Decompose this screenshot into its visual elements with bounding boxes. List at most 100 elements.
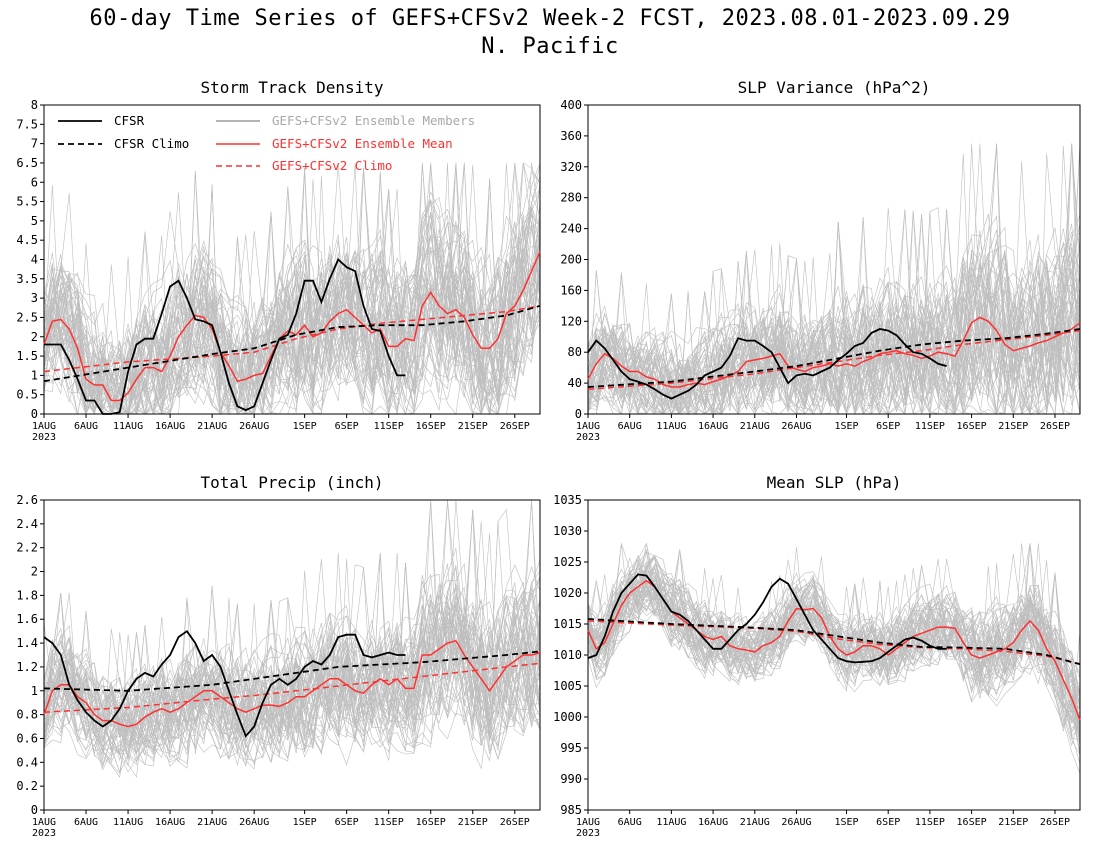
y-tick-label: 120 [560, 314, 582, 328]
x-tick-label: 16AUG [698, 817, 728, 828]
x-tick-label: 16AUG [155, 817, 185, 828]
ensemble-member-line [587, 209, 1081, 415]
x-tick-label: 11SEP [915, 421, 945, 432]
x-tick-label: 11SEP [374, 421, 404, 432]
x-tick-label: 26SEP [1040, 421, 1070, 432]
ensemble-member-line [43, 552, 541, 748]
y-tick-label: 985 [560, 803, 582, 817]
legend-cfsr-label: CFSR [114, 113, 145, 128]
y-tick-label: 2.5 [16, 310, 38, 324]
ensemble-member-line [43, 499, 541, 752]
ensemble-member-line [43, 251, 541, 415]
x-tick-label: 1SEP [293, 421, 317, 432]
ensemble-member-line [587, 143, 1081, 415]
y-tick-label: 160 [560, 283, 582, 297]
x-tick-label: 26AUG [239, 421, 269, 432]
ensemble-member-line [43, 162, 541, 415]
x-tick-label: 1SEP [834, 421, 858, 432]
legend-mean-label: GEFS+CFSv2 Ensemble Mean [272, 136, 453, 151]
y-tick-label: 5 [31, 214, 38, 228]
ensemble-member-line [587, 580, 1081, 764]
x-tick-label: 21SEP [458, 817, 488, 828]
x-year-label: 2023 [576, 432, 600, 443]
y-tick-label: 2.2 [16, 541, 38, 555]
ensemble-member-line [43, 621, 541, 767]
y-tick-label: 0 [31, 407, 38, 421]
cfsr-climo-line [587, 618, 1081, 666]
chart-title: Total Precip (inch) [200, 473, 383, 492]
y-tick-label: 4 [31, 253, 38, 267]
y-tick-label: 990 [560, 772, 582, 786]
ensemble-member-line [587, 543, 1081, 723]
cfsr-climo-line [43, 650, 541, 692]
y-tick-label: 1.8 [16, 588, 38, 602]
y-tick-label: 200 [560, 253, 582, 267]
x-tick-label: 26AUG [239, 817, 269, 828]
ensemble-members [43, 162, 541, 416]
y-tick-label: 1.4 [16, 636, 38, 650]
cfsr-line [44, 257, 406, 415]
cfsr-line [587, 573, 947, 664]
y-tick-label: 1010 [553, 648, 582, 662]
x-tick-label: 26SEP [500, 817, 530, 828]
plot-frame [43, 104, 541, 415]
legend-climo-label: GEFS+CFSv2 Climo [272, 158, 392, 173]
y-tick-label: 1015 [553, 617, 582, 631]
ensemble-members [587, 542, 1081, 774]
x-tick-label: 26SEP [1040, 817, 1070, 828]
y-tick-label: 3.5 [16, 272, 38, 286]
x-tick-label: 6SEP [335, 421, 359, 432]
ensemble-member-line [43, 583, 541, 762]
chart-title: Mean SLP (hPa) [767, 473, 902, 492]
x-year-label: 2023 [32, 828, 56, 839]
y-tick-label: 1 [31, 368, 38, 382]
x-year-label: 2023 [32, 432, 56, 443]
x-tick-label: 6AUG [74, 817, 98, 828]
chart-panel-4: Mean SLP (hPa) 985 990 995 1000 1005 1010 1015 1… [553, 473, 1081, 839]
y-tick-label: 1.2 [16, 660, 38, 674]
x-tick-label: 1SEP [834, 817, 858, 828]
y-tick-label: 40 [568, 376, 582, 390]
y-tick-label: 0 [575, 407, 582, 421]
x-tick-label: 21AUG [740, 421, 770, 432]
ensemble-climo-line [43, 662, 541, 713]
ensemble-members [43, 499, 541, 778]
ensemble-member-line [43, 508, 541, 767]
ensemble-member-line [587, 243, 1081, 415]
y-tick-label: 400 [560, 98, 582, 112]
x-tick-label: 1AUG [32, 817, 56, 828]
ensemble-member-line [43, 588, 541, 764]
x-tick-label: 16SEP [416, 817, 446, 828]
ensemble-member-line [587, 233, 1081, 416]
ensemble-member-line [43, 533, 541, 746]
figure-subtitle: N. Pacific [481, 34, 619, 59]
x-tick-label: 6AUG [74, 421, 98, 432]
ensemble-climo-line [587, 620, 1081, 665]
x-year-label: 2023 [576, 828, 600, 839]
y-tick-label: 0.8 [16, 708, 38, 722]
x-tick-label: 26SEP [500, 421, 530, 432]
legend-cfsr-climo-label: CFSR Climo [114, 136, 189, 151]
ensemble-member-line [43, 521, 541, 751]
x-tick-label: 16AUG [155, 421, 185, 432]
y-tick-label: 1030 [553, 524, 582, 538]
y-tick-label: 280 [560, 191, 582, 205]
y-tick-label: 5.5 [16, 195, 38, 209]
ensemble-member-line [43, 589, 541, 769]
y-tick-label: 1020 [553, 586, 582, 600]
y-tick-label: 0.5 [16, 388, 38, 402]
ensemble-member-line [587, 592, 1081, 733]
x-tick-label: 11AUG [656, 421, 686, 432]
ensemble-member-line [43, 581, 541, 769]
x-tick-label: 16AUG [698, 421, 728, 432]
legend-members-label: GEFS+CFSv2 Ensemble Members [272, 113, 475, 128]
ensemble-member-line [587, 564, 1081, 713]
y-tick-label: 320 [560, 160, 582, 174]
y-tick-label: 2 [31, 565, 38, 579]
x-tick-label: 21AUG [740, 817, 770, 828]
ensemble-member-line [587, 260, 1081, 415]
x-tick-label: 21AUG [197, 817, 227, 828]
x-tick-label: 11AUG [113, 817, 143, 828]
x-tick-label: 1SEP [293, 817, 317, 828]
